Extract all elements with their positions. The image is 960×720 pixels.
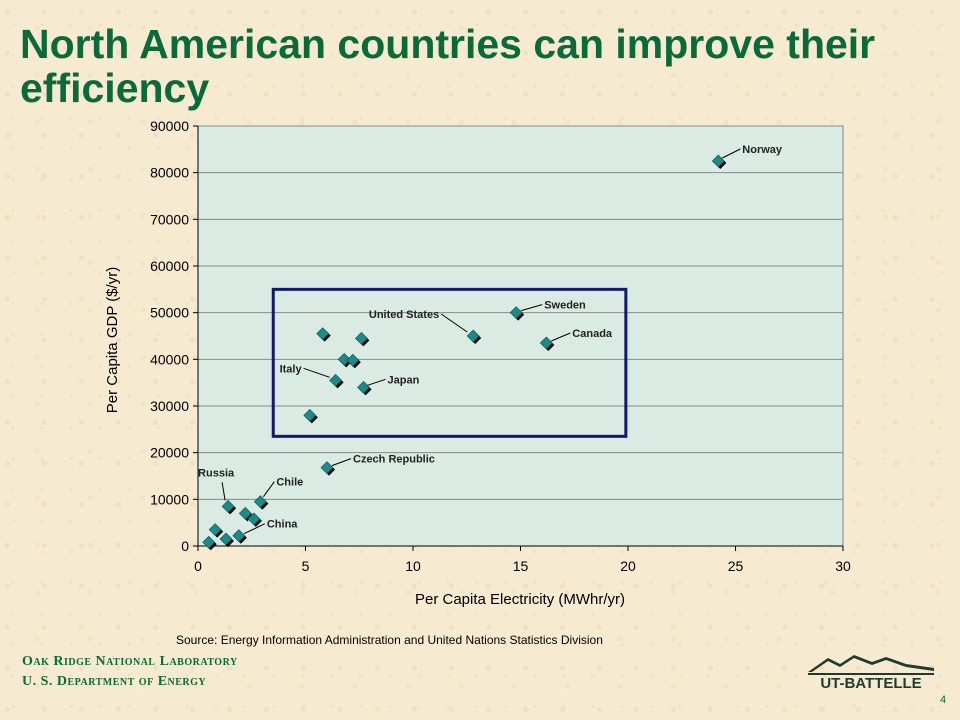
data-point bbox=[253, 495, 269, 510]
x-tick-label: 25 bbox=[728, 558, 744, 574]
axes: 0 10000 20000 30000 40000 50000 60000 70000 8000… bbox=[150, 118, 851, 574]
data-points bbox=[202, 154, 727, 551]
data-point bbox=[354, 331, 370, 347]
grid-lines bbox=[198, 125, 843, 500]
point-label: Czech Republic bbox=[353, 454, 435, 466]
marker-diamond bbox=[219, 532, 233, 546]
point-label: Japan bbox=[388, 374, 420, 386]
x-tick-label: 0 bbox=[194, 558, 202, 574]
data-point bbox=[208, 523, 224, 538]
point-labels: Norway Sweden United States Canada Japan Ital… bbox=[198, 144, 783, 535]
label-leader-line bbox=[303, 367, 330, 378]
y-tick-label: 10000 bbox=[150, 491, 189, 507]
marker-diamond bbox=[329, 373, 343, 387]
y-tick-label: 50000 bbox=[150, 305, 189, 321]
marker-diamond bbox=[247, 512, 261, 526]
label-leader-line bbox=[221, 482, 226, 501]
marker-diamond bbox=[303, 408, 317, 422]
label-leader-line bbox=[521, 304, 543, 312]
org-department: U. S. Department of Energy bbox=[22, 674, 207, 689]
org-name: Oak Ridge National Laboratory bbox=[22, 654, 238, 669]
label-leader-line bbox=[331, 458, 352, 467]
label-leader-line bbox=[551, 332, 571, 342]
x-tick-label: 10 bbox=[405, 558, 421, 574]
point-label: Canada bbox=[572, 328, 613, 340]
marker-diamond bbox=[711, 154, 725, 168]
data-point bbox=[329, 373, 344, 389]
x-axis-label: Per Capita Electricity (MWhr/yr) bbox=[415, 591, 625, 608]
page-number: 4 bbox=[940, 694, 947, 706]
label-leader-line bbox=[367, 378, 386, 386]
slide-title: North American countries can improve the… bbox=[20, 21, 876, 111]
x-tick-label: 30 bbox=[835, 558, 851, 574]
data-point bbox=[232, 529, 247, 544]
data-point bbox=[466, 329, 482, 344]
data-point bbox=[202, 535, 217, 551]
label-leader-line bbox=[722, 148, 741, 159]
y-tick-label: 70000 bbox=[150, 211, 189, 227]
marker-diamond bbox=[346, 353, 360, 367]
y-tick-label: 20000 bbox=[150, 445, 189, 461]
y-tick-label: 30000 bbox=[150, 398, 189, 414]
marker-diamond bbox=[238, 506, 252, 520]
marker-diamond bbox=[466, 329, 480, 343]
marker-diamond bbox=[221, 499, 235, 513]
point-label: Russia bbox=[198, 467, 235, 479]
source-note: Source: Energy Information Administratio… bbox=[176, 633, 603, 647]
label-leader-line bbox=[440, 313, 468, 333]
marker-diamond bbox=[539, 336, 553, 350]
marker-diamond bbox=[232, 529, 246, 543]
data-point bbox=[711, 154, 727, 169]
point-label: Sweden bbox=[544, 300, 586, 312]
marker-diamond bbox=[354, 331, 368, 345]
marker-diamond bbox=[320, 461, 334, 475]
y-tick-label: 80000 bbox=[150, 165, 189, 181]
x-tick-label: 20 bbox=[620, 558, 636, 574]
highlight-box bbox=[271, 287, 628, 438]
marker-diamond bbox=[509, 306, 523, 320]
x-tick-label: 5 bbox=[302, 558, 310, 574]
logo-underline bbox=[808, 673, 934, 675]
point-label: China bbox=[267, 519, 298, 531]
point-label: United States bbox=[369, 309, 439, 321]
marker-diamond bbox=[253, 495, 267, 509]
y-tick-label: 0 bbox=[181, 538, 189, 554]
org-block: Oak Ridge National Laboratory U. S. Depa… bbox=[22, 652, 238, 692]
highlight-box-layer bbox=[271, 287, 628, 438]
point-label: Italy bbox=[280, 363, 303, 375]
scatter-chart: 0 10000 20000 30000 40000 50000 60000 70000 8000… bbox=[104, 118, 851, 608]
ut-battelle-logo: UT-BATTELLE bbox=[808, 655, 934, 692]
y-tick-label: 90000 bbox=[150, 118, 189, 134]
y-axis-label: Per Capita GDP ($/yr) bbox=[104, 267, 121, 413]
point-label: Norway bbox=[742, 144, 783, 156]
marker-diamond bbox=[208, 523, 222, 537]
data-point bbox=[509, 306, 525, 321]
logo-text: UT-BATTELLE bbox=[820, 675, 921, 692]
data-point bbox=[219, 532, 234, 547]
data-point bbox=[221, 499, 237, 515]
data-point bbox=[303, 408, 318, 424]
label-leader-line bbox=[262, 481, 275, 497]
point-label: Chile bbox=[276, 477, 303, 489]
label-leader-line bbox=[243, 523, 266, 535]
marker-diamond bbox=[337, 352, 351, 366]
x-tick-label: 15 bbox=[513, 558, 529, 574]
plot-area bbox=[197, 125, 844, 547]
marker-diamond bbox=[316, 327, 330, 341]
data-point bbox=[316, 327, 331, 342]
logo-mountain-icon bbox=[808, 655, 934, 672]
marker-diamond bbox=[202, 535, 216, 549]
data-point bbox=[320, 461, 335, 476]
data-point bbox=[346, 353, 361, 369]
data-point bbox=[247, 512, 262, 527]
y-tick-label: 60000 bbox=[150, 258, 189, 274]
data-point bbox=[539, 336, 555, 351]
y-tick-label: 40000 bbox=[150, 351, 189, 367]
